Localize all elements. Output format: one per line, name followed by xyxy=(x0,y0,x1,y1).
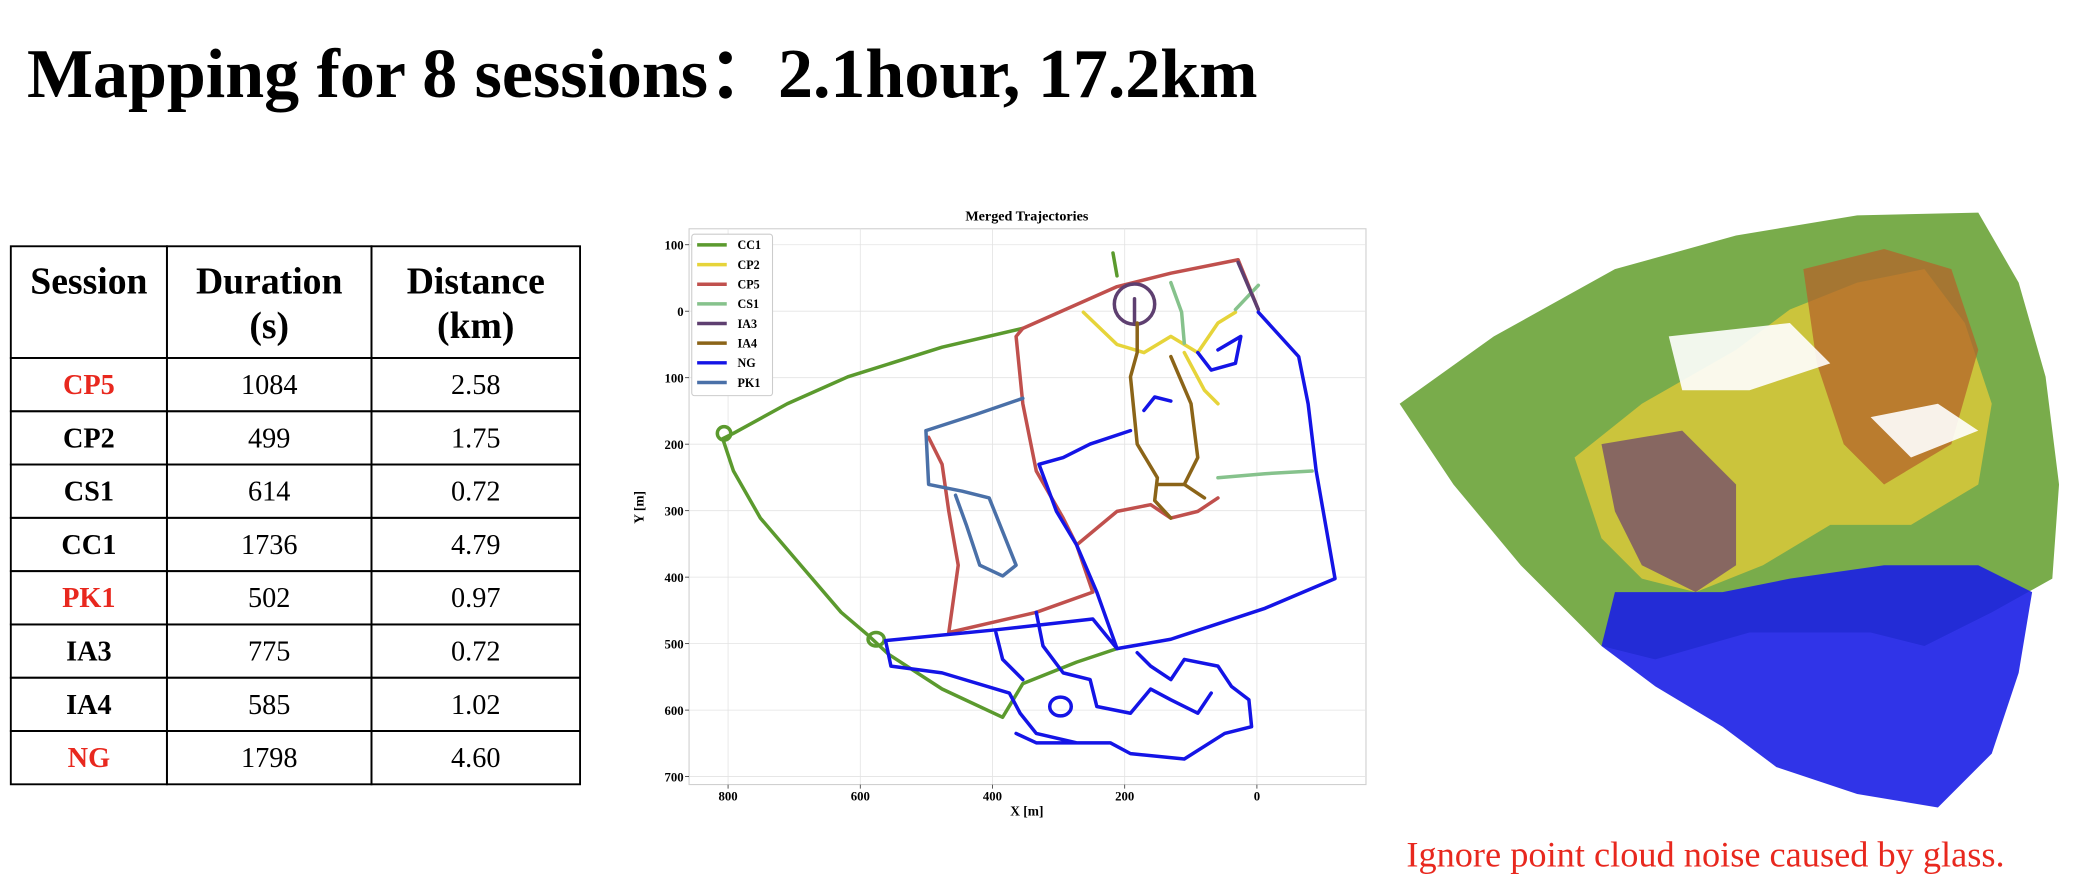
session-name: IA3 xyxy=(66,636,112,667)
slide-title: Mapping for 8 sessions：2.1hour, 17.2km xyxy=(27,36,1258,113)
cloud-gap xyxy=(1870,403,1979,458)
session-name: CC1 xyxy=(61,530,116,561)
legend-label: IA3 xyxy=(738,317,758,331)
column-header: (km) xyxy=(437,305,514,347)
y-tick-label: 600 xyxy=(665,704,684,718)
cloud-gap xyxy=(1668,322,1831,391)
table-value: 775 xyxy=(248,636,290,667)
point-cloud-image xyxy=(1399,212,2060,808)
trajectory xyxy=(715,251,1119,720)
session-name: IA4 xyxy=(66,690,112,721)
table-value: 499 xyxy=(248,423,290,454)
trajectory xyxy=(924,396,1025,578)
column-header: Session xyxy=(30,260,147,302)
table-value: 1084 xyxy=(241,370,298,401)
column-header: (s) xyxy=(249,305,289,347)
y-axis-label: Y [m] xyxy=(631,491,646,524)
y-tick-label: 400 xyxy=(665,571,684,585)
x-tick-label: 0 xyxy=(1254,790,1260,804)
table-value: 585 xyxy=(248,690,290,721)
table-value: 1.75 xyxy=(451,423,500,454)
y-tick-label: 500 xyxy=(665,637,684,651)
table-value: 0.97 xyxy=(451,583,500,614)
legend-label: CS1 xyxy=(738,297,760,311)
legend-label: PK1 xyxy=(738,376,761,390)
legend-label: IA4 xyxy=(738,336,758,350)
y-tick-label: 100 xyxy=(665,371,684,385)
cloud-region xyxy=(1601,430,1737,593)
y-tick-label: 300 xyxy=(665,504,684,518)
table-value: 614 xyxy=(248,477,290,508)
table-value: 502 xyxy=(248,583,290,614)
session-name: NG xyxy=(68,743,110,774)
session-name: CS1 xyxy=(64,477,114,508)
legend-box xyxy=(691,233,774,397)
trajectory xyxy=(883,310,1337,761)
table-value: 1798 xyxy=(241,743,298,774)
session-name: PK1 xyxy=(62,583,115,614)
legend-label: CP2 xyxy=(738,258,760,272)
plot-title: Merged Trajectories xyxy=(965,209,1089,225)
table-value: 4.60 xyxy=(451,743,500,774)
session-table: Session Duration(s) Distance(km) CP5 1084 2.5… xyxy=(9,245,582,786)
trajectory xyxy=(1112,260,1261,326)
x-tick-label: 200 xyxy=(1115,790,1134,804)
column-header: Duration xyxy=(196,260,343,302)
table-value: 0.72 xyxy=(451,477,500,508)
y-tick-label: 0 xyxy=(677,305,683,319)
y-tick-label: 200 xyxy=(665,438,684,452)
session-name: CP5 xyxy=(63,370,115,401)
table-value: 0.72 xyxy=(451,636,500,667)
table-value: 2.58 xyxy=(451,370,500,401)
session-name: CP2 xyxy=(63,423,115,454)
x-tick-label: 800 xyxy=(718,790,737,804)
trajectory-plot: CC1 CP2 CP5 CS1 IA3 IA4 NG PK1 Merged Trajector… xyxy=(631,209,1367,819)
legend: CC1 CP2 CP5 CS1 IA3 IA4 NG PK1 xyxy=(691,233,774,397)
table-value: 4.79 xyxy=(451,530,500,561)
plot-frame xyxy=(688,228,1367,786)
trajectory xyxy=(1169,280,1314,480)
x-axis-label: X [m] xyxy=(1010,804,1043,819)
y-tick-label: 700 xyxy=(665,770,684,784)
trajectory xyxy=(1128,321,1207,520)
x-tick-label: 600 xyxy=(851,790,870,804)
table-value: 1.02 xyxy=(451,690,500,721)
column-header: Distance xyxy=(407,260,545,302)
legend-label: CC1 xyxy=(738,238,762,252)
caption: Ignore point cloud noise caused by glass… xyxy=(1406,835,2004,875)
x-tick-label: 400 xyxy=(983,790,1002,804)
table-cell xyxy=(370,730,582,786)
legend-label: CP5 xyxy=(738,278,760,292)
y-tick-label: 100 xyxy=(665,238,684,252)
cloud-region xyxy=(1601,565,2033,808)
legend-label: NG xyxy=(738,356,757,370)
trajectory xyxy=(1081,310,1238,406)
table-value: 1736 xyxy=(241,530,298,561)
